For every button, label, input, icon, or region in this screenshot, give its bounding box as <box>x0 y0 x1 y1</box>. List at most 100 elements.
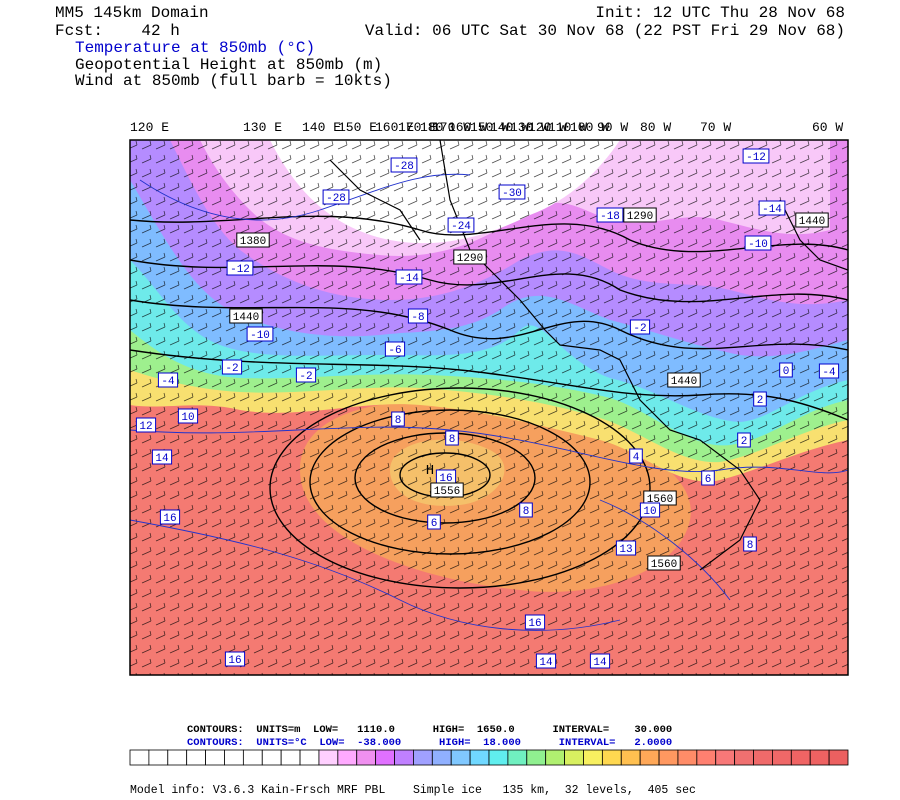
contour-label: -14 <box>762 204 782 216</box>
contour-label-box <box>737 432 751 448</box>
contour-label: 10 <box>181 412 194 424</box>
contour-label: 16 <box>528 618 541 630</box>
contour-label-box <box>629 448 643 464</box>
longitude-label: 160 E <box>375 120 414 135</box>
color-bar-box <box>375 749 395 766</box>
contour-label-box <box>135 417 157 433</box>
contour-label: 8 <box>449 434 456 446</box>
contour-label: 2 <box>757 395 764 407</box>
color-bar-box <box>790 749 811 766</box>
longitude-label: 120 W <box>528 120 567 135</box>
color-bar-box <box>658 749 679 766</box>
color-bar-box <box>488 749 509 766</box>
color-bar-box <box>753 749 773 766</box>
color-bar-box <box>224 749 244 766</box>
contour-label: 16 <box>228 655 241 667</box>
color-bar-box <box>564 749 584 766</box>
contour-label: -18 <box>600 211 620 223</box>
contour-label: -4 <box>822 367 836 379</box>
contour-label-box <box>224 651 246 667</box>
contour-label-box <box>384 341 406 357</box>
color-bar-box <box>280 749 301 766</box>
color-bar-box <box>318 749 339 766</box>
color-bar-box <box>205 749 225 766</box>
contour-label-box <box>390 157 418 173</box>
contour-label: 12 <box>139 421 152 433</box>
color-bar <box>129 749 849 766</box>
longitude-label: 130 E <box>243 120 282 135</box>
contour-label: 14 <box>539 657 553 669</box>
color-bar-box <box>450 749 471 766</box>
contour-label-box <box>151 449 173 465</box>
color-bar-box <box>677 749 698 766</box>
contour-label: 1290 <box>627 211 653 223</box>
contour-label-box <box>498 184 526 200</box>
contour-label-box <box>177 408 199 424</box>
contour-label: -14 <box>399 273 419 285</box>
color-bar-box <box>583 749 603 766</box>
contour-label: 1440 <box>799 216 825 228</box>
contour-label: 8 <box>747 540 754 552</box>
contour-label: 16 <box>439 473 452 485</box>
contour-label: -10 <box>748 239 768 251</box>
contour-label-box <box>753 391 767 407</box>
map-frame <box>129 139 849 676</box>
longitude-label: 120 E <box>130 120 169 135</box>
field-title: Geopotential Height at 850mb (m) <box>75 56 382 74</box>
contour-label-box <box>743 536 757 552</box>
contour-label: 1290 <box>457 253 483 265</box>
field-title: Wind at 850mb (full barb = 10kts) <box>75 72 392 90</box>
contour-label-box <box>236 232 270 248</box>
init-time: Init: 12 UTC Thu 28 Nov 68 <box>595 4 845 22</box>
contour-label-box <box>159 509 181 525</box>
contour-label-box <box>453 249 487 265</box>
temperature-contour-legend: CONTOURS: UNITS=°C LOW= -38.000 HIGH= 18… <box>187 737 672 749</box>
field-title: Temperature at 850mb (°C) <box>75 39 315 57</box>
color-bar-box <box>828 749 849 766</box>
contour-label: -8 <box>411 312 424 324</box>
color-bar-box <box>696 749 717 766</box>
longitude-label: 140 E <box>302 120 341 135</box>
contour-label: -10 <box>250 330 270 342</box>
contour-label: -4 <box>161 376 175 388</box>
color-bar-box <box>601 749 622 766</box>
contour-label-box <box>623 207 657 223</box>
contour-label-box <box>395 269 423 285</box>
contour-label: 2 <box>741 436 748 448</box>
longitude-label: 170 E <box>398 120 437 135</box>
contour-label-box <box>295 367 317 383</box>
contour-label-box <box>758 200 786 216</box>
color-bar-box <box>337 749 358 766</box>
color-bar-box <box>394 749 414 766</box>
contour-label: 8 <box>395 415 402 427</box>
contour-label: 1440 <box>671 376 697 388</box>
color-bar-box <box>715 749 736 766</box>
longitude-label: 170 W <box>432 120 471 135</box>
contour-label-box <box>615 540 637 556</box>
contour-label-box <box>391 411 405 427</box>
contour-label: 16 <box>163 513 176 525</box>
contour-label-box <box>744 235 772 251</box>
color-bar-box <box>545 749 565 766</box>
contour-label: 4 <box>633 452 640 464</box>
contour-label: 1556 <box>434 486 460 498</box>
contour-label: -12 <box>746 152 766 164</box>
contour-label: 1560 <box>651 559 677 571</box>
longitude-label: 140 W <box>490 120 529 135</box>
color-bar-box <box>809 749 830 766</box>
color-bar-box <box>413 749 433 766</box>
contour-label: 13 <box>619 544 632 556</box>
contour-label-box <box>596 207 624 223</box>
contour-label-box <box>226 260 254 276</box>
longitude-label: 80 W <box>640 120 671 135</box>
model-info: Model info: V3.6.3 Kain-Frsch MRF PBL Si… <box>130 784 696 797</box>
valid-time: Valid: 06 UTC Sat 30 Nov 68 (22 PST Fri … <box>365 22 845 40</box>
contour-label: 14 <box>593 657 607 669</box>
color-bar-box <box>299 749 320 766</box>
longitude-label: 150 W <box>470 120 509 135</box>
contour-label-box <box>246 326 274 342</box>
longitude-label: 60 W <box>812 120 843 135</box>
contour-label-box <box>524 614 546 630</box>
